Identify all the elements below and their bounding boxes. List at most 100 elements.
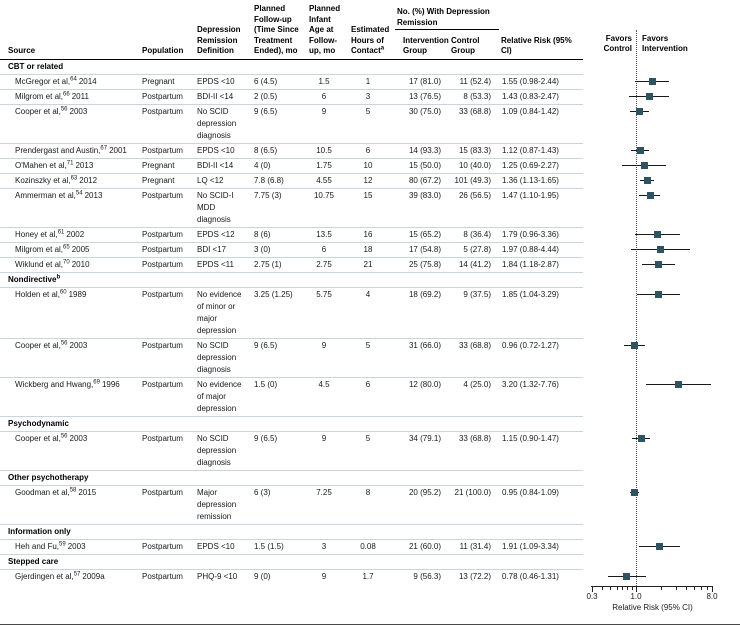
cell-relative-risk: 1.84 (1.18-2.87) (502, 259, 559, 269)
cell-population: Postpartum (142, 571, 183, 581)
x-axis-minor-tick (686, 586, 688, 590)
cell-infant-age: 5.75 (316, 289, 332, 299)
study-row: Kozinszky et al,63 2012 Pregnant LQ <12 7… (0, 173, 583, 188)
reference-superscript: 61 (57, 228, 65, 235)
cell-infant-age: 9 (321, 106, 327, 116)
cell-hours: 15 (363, 190, 373, 200)
cell-infant-age: 10.75 (313, 190, 335, 200)
cell-source: Cooper et al,56 2003 (0, 338, 140, 377)
cell-infant-age: 2.75 (316, 259, 332, 269)
source-year: 1996 (101, 379, 120, 389)
cell-followup: 2.75 (1) (254, 259, 282, 269)
rr-marker (630, 488, 638, 496)
reference-superscript: 71 (66, 159, 74, 166)
col-header-remission-group: No. (%) With Depression Remission (395, 0, 499, 31)
footnote-a-marker: a (380, 45, 385, 52)
cell-control-group: 26 (56.5) (458, 190, 491, 200)
section-label: Psychodynamic (8, 418, 69, 428)
cell-control-group: 15 (83.3) (458, 145, 491, 155)
cell-relative-risk: 0.78 (0.46-1.31) (502, 571, 559, 581)
cell-source: Wickberg and Hwang,69 1996 (0, 377, 140, 416)
cell-population: Postpartum (142, 259, 183, 269)
cell-definition: No evidence of major depression (197, 379, 242, 413)
cell-control-group: 5 (27.8) (463, 244, 491, 254)
cell-source: Goodman et al,58 2015 (0, 485, 140, 524)
cell-followup: 1.5 (1.5) (254, 541, 284, 551)
rr-marker (648, 77, 656, 85)
col-header-infant-age: Planned Infant Age at Follow-up, mo (307, 0, 349, 60)
cell-followup: 9 (6.5) (254, 340, 278, 350)
x-axis-minor-tick (694, 586, 696, 590)
cell-relative-risk: 1.91 (1.09-3.34) (502, 541, 559, 551)
cell-intervention-group: 20 (95.2) (408, 487, 441, 497)
cell-infant-age: 7.25 (316, 487, 332, 497)
x-axis-major-tick (591, 586, 593, 592)
cell-intervention-group: 15 (50.0) (408, 160, 441, 170)
cell-source: Cooper et al,56 2003 (0, 431, 140, 470)
cell-infant-age: 6 (321, 244, 327, 254)
cell-definition: BDI <17 (197, 244, 227, 254)
cell-control-group: 4 (25.0) (463, 379, 491, 389)
cell-population: Postpartum (142, 433, 183, 443)
source-name: Holden et al, (15, 289, 60, 299)
cell-definition: Major depression remission (197, 487, 237, 521)
source-name: Wiklund et al, (15, 259, 64, 269)
cell-source: Holden et al,60 1989 (0, 287, 140, 338)
cell-hours: 6 (365, 145, 371, 155)
source-year: 2003 (67, 541, 86, 551)
cell-population: Postpartum (142, 289, 183, 299)
reference-superscript: 57 (73, 570, 81, 577)
section-header-cell: CBT or related (0, 59, 583, 74)
source-name: Prendergast and Austin, (15, 145, 101, 155)
cell-hours: 21 (363, 259, 373, 269)
rr-marker (654, 260, 662, 268)
cell-infant-age: 4.55 (316, 175, 332, 185)
cell-relative-risk: 1.12 (0.87-1.43) (502, 145, 559, 155)
cell-intervention-group: 34 (79.1) (408, 433, 441, 443)
source-year: 2005 (71, 244, 90, 254)
cell-intervention-group: 18 (69.2) (408, 289, 441, 299)
rr-marker (640, 161, 648, 169)
cell-followup: 3.25 (1.25) (254, 289, 293, 299)
cell-followup: 6 (4.5) (254, 76, 278, 86)
cell-population: Pregnant (142, 76, 175, 86)
col-header-control: Control Group (449, 29, 499, 60)
cell-intervention-group: 14 (93.3) (408, 145, 441, 155)
cell-hours: 8 (365, 487, 371, 497)
col-header-definition: Depression Remission Definition (195, 0, 252, 60)
source-name: Honey et al, (15, 229, 58, 239)
cell-control-group: 11 (31.4) (459, 541, 491, 551)
cell-intervention-group: 25 (75.8) (408, 259, 441, 269)
cell-infant-age: 9 (321, 433, 327, 443)
x-axis-tick-label: 0.3 (586, 592, 598, 601)
x-axis-minor-tick (706, 586, 708, 590)
x-axis-tick-label: 8.0 (706, 592, 718, 601)
section-label: Stepped care (8, 556, 59, 566)
figure-bottom-rule (0, 624, 740, 625)
reference-superscript: 63 (70, 174, 78, 181)
cell-population: Pregnant (142, 175, 175, 185)
cell-source: McGregor et al,64 2014 (0, 74, 140, 89)
source-name: Ammerman et al, (15, 190, 76, 200)
cell-population: Postpartum (142, 145, 183, 155)
source-year: 1989 (68, 289, 87, 299)
reference-superscript: 70 (63, 258, 70, 265)
cell-population: Postpartum (142, 379, 183, 389)
rr-marker (631, 341, 638, 349)
rr-marker (653, 230, 661, 238)
table-body: CBT or related McGregor et al,64 2014 Pre… (0, 59, 583, 584)
source-year: 2012 (79, 175, 98, 185)
cell-control-group: 33 (68.8) (458, 106, 491, 116)
cell-definition: EPDS <11 (197, 259, 234, 269)
source-name: Cooper et al, (15, 340, 61, 350)
cell-control-group: 10 (40.0) (458, 160, 491, 170)
cell-relative-risk: 1.09 (0.84-1.42) (502, 106, 559, 116)
cell-definition: BDI-II <14 (197, 160, 234, 170)
cell-relative-risk: 1.15 (0.90-1.47) (502, 433, 559, 443)
section-footnote-marker: b (56, 273, 61, 280)
rr-marker (675, 380, 682, 388)
study-row: O'Mahen et al,71 2013 Pregnant BDI-II <14… (0, 158, 583, 173)
study-row: McGregor et al,64 2014 Pregnant EPDS <10 … (0, 74, 583, 89)
study-row: Wiklund et al,70 2010 Postpartum EPDS <11… (0, 257, 583, 272)
